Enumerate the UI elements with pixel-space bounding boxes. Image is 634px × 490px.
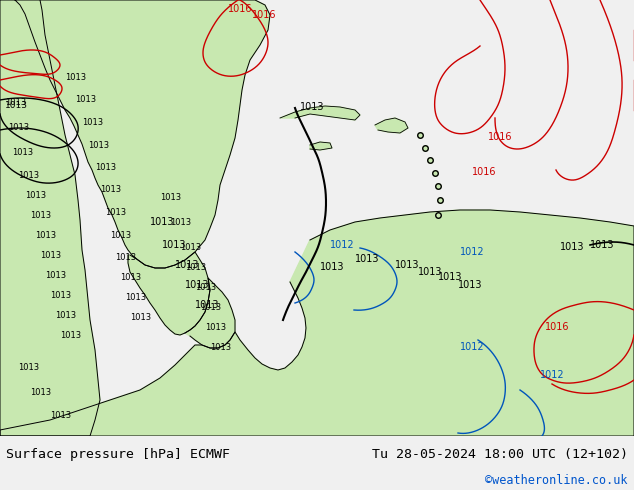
Text: 1013: 1013 xyxy=(60,331,81,340)
Text: 1013: 1013 xyxy=(8,123,29,132)
Text: 1013: 1013 xyxy=(300,102,325,112)
Text: 1013: 1013 xyxy=(200,303,221,312)
Text: 1013: 1013 xyxy=(82,118,103,127)
Text: 1013: 1013 xyxy=(110,231,131,240)
Text: 1013: 1013 xyxy=(12,148,33,157)
Text: 1013: 1013 xyxy=(35,231,56,240)
Text: 1013: 1013 xyxy=(180,243,201,252)
Text: 1013: 1013 xyxy=(162,240,186,250)
Text: 1013: 1013 xyxy=(560,242,585,252)
Text: 1013: 1013 xyxy=(205,323,226,332)
Text: 1013: 1013 xyxy=(185,263,206,272)
Text: 1013: 1013 xyxy=(195,283,216,292)
Text: 1013: 1013 xyxy=(130,313,151,322)
Polygon shape xyxy=(375,118,408,133)
Text: 1016: 1016 xyxy=(252,10,276,20)
Text: 1016: 1016 xyxy=(472,167,496,177)
Text: 1013: 1013 xyxy=(458,280,482,290)
Text: 1013: 1013 xyxy=(175,260,200,270)
Text: 1013: 1013 xyxy=(45,271,66,280)
Text: 1013: 1013 xyxy=(185,280,209,290)
Text: 1013: 1013 xyxy=(115,253,136,262)
Text: 1013: 1013 xyxy=(65,73,86,82)
Text: 1013: 1013 xyxy=(5,101,28,110)
Text: 1012: 1012 xyxy=(330,240,354,250)
Text: 1013: 1013 xyxy=(50,291,71,300)
Text: 1013: 1013 xyxy=(40,251,61,260)
Text: 1013: 1013 xyxy=(210,343,231,352)
Polygon shape xyxy=(0,0,100,436)
Text: 1013: 1013 xyxy=(590,240,614,250)
Text: 1013: 1013 xyxy=(50,411,71,420)
Text: 1016: 1016 xyxy=(488,132,512,142)
Text: 1013: 1013 xyxy=(160,193,181,202)
Polygon shape xyxy=(280,106,360,120)
Text: 1013: 1013 xyxy=(95,163,116,172)
Text: 1013: 1013 xyxy=(105,208,126,217)
Text: 1013: 1013 xyxy=(55,311,76,320)
Text: 1013: 1013 xyxy=(170,218,191,227)
Text: 1013: 1013 xyxy=(395,260,420,270)
Text: 1012: 1012 xyxy=(460,342,484,352)
Polygon shape xyxy=(128,252,210,335)
Polygon shape xyxy=(0,210,634,436)
Text: 1013: 1013 xyxy=(125,293,146,302)
Text: 1013: 1013 xyxy=(25,191,46,200)
Text: 1012: 1012 xyxy=(460,247,484,257)
Text: 1013: 1013 xyxy=(18,363,39,372)
Text: ©weatheronline.co.uk: ©weatheronline.co.uk xyxy=(485,474,628,487)
Text: 1013: 1013 xyxy=(5,98,26,107)
Text: 1013: 1013 xyxy=(88,141,109,150)
Text: 1013: 1013 xyxy=(320,262,344,272)
Text: 1013: 1013 xyxy=(418,267,443,277)
Text: 1013: 1013 xyxy=(150,217,174,227)
Polygon shape xyxy=(310,142,332,150)
Text: Tu 28-05-2024 18:00 UTC (12+102): Tu 28-05-2024 18:00 UTC (12+102) xyxy=(372,448,628,462)
Text: 1013: 1013 xyxy=(100,185,121,194)
Text: 1016: 1016 xyxy=(545,322,569,332)
Text: 1013: 1013 xyxy=(438,272,462,282)
Text: 1012: 1012 xyxy=(540,370,565,380)
Text: 1013: 1013 xyxy=(120,273,141,282)
Text: 1013: 1013 xyxy=(355,254,380,264)
Text: 1016: 1016 xyxy=(228,4,252,14)
Polygon shape xyxy=(0,0,270,268)
Text: 1013: 1013 xyxy=(30,211,51,220)
Text: 1013: 1013 xyxy=(75,95,96,104)
Text: Surface pressure [hPa] ECMWF: Surface pressure [hPa] ECMWF xyxy=(6,448,230,462)
Text: 1013: 1013 xyxy=(18,171,39,180)
Text: 1013: 1013 xyxy=(195,300,219,310)
Text: 1013: 1013 xyxy=(30,388,51,397)
Polygon shape xyxy=(185,278,235,348)
